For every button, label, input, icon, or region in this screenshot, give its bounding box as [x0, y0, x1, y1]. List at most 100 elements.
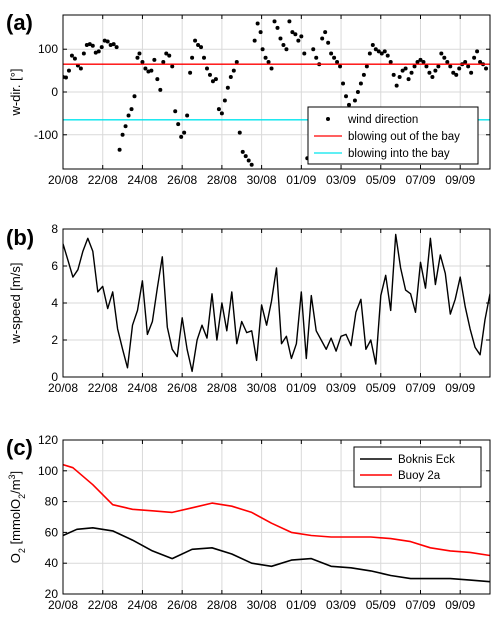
y-tick-label: 20 [45, 587, 59, 601]
data-point [320, 36, 325, 41]
data-point [311, 47, 316, 52]
y-tick-label: 0 [51, 370, 58, 384]
data-point [90, 43, 95, 48]
data-point [135, 55, 140, 60]
data-point [170, 64, 175, 69]
data-point [466, 64, 471, 69]
data-point [332, 55, 337, 60]
data-point [234, 60, 239, 65]
data-point [344, 94, 349, 99]
y-tick-label: 8 [51, 222, 58, 236]
data-point [87, 42, 92, 47]
data-point [379, 51, 384, 56]
data-point [196, 42, 201, 47]
x-tick-label: 24/08 [127, 598, 157, 612]
x-tick-label: 24/08 [127, 173, 157, 187]
data-point [269, 66, 274, 71]
x-tick-label: 07/09 [405, 381, 435, 395]
legend-marker [326, 117, 330, 121]
data-point [403, 66, 408, 71]
data-point [199, 45, 204, 50]
data-point [287, 19, 292, 24]
x-tick-label: 20/08 [48, 381, 78, 395]
data-point [126, 113, 131, 118]
data-point [415, 60, 420, 65]
x-tick-label: 26/08 [167, 381, 197, 395]
y-tick-label: 60 [45, 525, 59, 539]
x-tick-label: 22/08 [88, 381, 118, 395]
data-point [63, 75, 68, 80]
y-tick-label: 40 [45, 556, 59, 570]
data-point [326, 40, 331, 45]
data-point [185, 113, 190, 118]
x-tick-label: 03/09 [326, 598, 356, 612]
x-tick-label: 26/08 [167, 598, 197, 612]
data-point [421, 60, 426, 65]
data-point [158, 87, 163, 92]
data-point [424, 64, 429, 69]
legend-label: blowing into the bay [348, 148, 450, 160]
series-line [63, 233, 490, 373]
data-point [114, 45, 119, 50]
x-tick-label: 20/08 [48, 173, 78, 187]
data-point [293, 32, 298, 37]
y-tick-label: 2 [51, 333, 58, 347]
data-point [454, 72, 459, 77]
data-point [240, 149, 245, 154]
x-tick-label: 01/09 [286, 598, 316, 612]
data-point [373, 47, 378, 52]
x-tick-label: 07/09 [405, 598, 435, 612]
data-point [361, 72, 366, 77]
data-point [388, 60, 393, 65]
data-point [155, 77, 160, 82]
data-point [182, 130, 187, 135]
x-tick-label: 20/08 [48, 598, 78, 612]
data-point [96, 49, 101, 54]
data-point [123, 124, 128, 129]
x-tick-label: 24/08 [127, 381, 157, 395]
y-tick-label: 120 [38, 433, 58, 447]
legend-label: Boknis Eck [398, 454, 455, 466]
y-tick-label: 6 [51, 259, 58, 273]
x-tick-label: 05/09 [366, 381, 396, 395]
data-point [176, 122, 181, 127]
data-point [448, 64, 453, 69]
data-point [167, 53, 172, 58]
data-point [249, 162, 254, 167]
data-point [225, 85, 230, 90]
data-point [143, 66, 148, 71]
legend-box [353, 446, 482, 488]
data-point [445, 60, 450, 65]
series-line [63, 526, 490, 583]
x-tick-label: 03/09 [326, 173, 356, 187]
data-point [66, 68, 71, 73]
x-tick-label: 30/08 [247, 598, 277, 612]
x-tick-label: 09/09 [445, 381, 475, 395]
data-point [173, 109, 178, 114]
data-point [412, 64, 417, 69]
data-point [99, 45, 104, 50]
data-point [207, 72, 212, 77]
x-tick-label: 26/08 [167, 173, 197, 187]
data-point [346, 102, 351, 107]
data-point [272, 19, 277, 24]
x-tick-label: 01/09 [286, 173, 316, 187]
data-point [418, 57, 423, 62]
x-tick-label: 09/09 [445, 173, 475, 187]
data-point [117, 147, 122, 152]
y-tick-label: 0 [51, 85, 58, 99]
data-point [140, 60, 145, 65]
data-point [457, 66, 462, 71]
data-point [400, 68, 405, 73]
data-point [281, 42, 286, 47]
data-point [323, 30, 328, 35]
data-point [266, 60, 271, 65]
y-tick-label: -100 [34, 128, 58, 142]
x-tick-label: 01/09 [286, 381, 316, 395]
data-point [409, 70, 414, 75]
data-point [252, 38, 257, 43]
data-point [335, 60, 340, 65]
data-point [284, 47, 289, 52]
data-point [475, 49, 480, 54]
